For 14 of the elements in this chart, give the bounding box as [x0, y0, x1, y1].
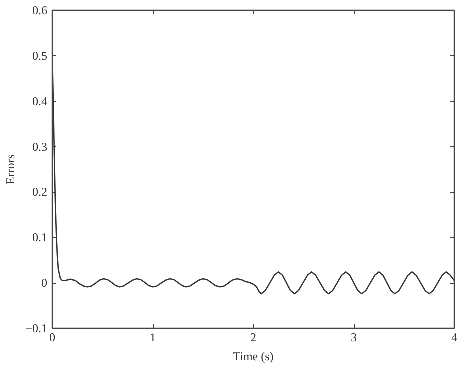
y-tick-label: 0.5 [32, 48, 48, 63]
x-axis-title: Time (s) [233, 350, 274, 364]
y-tick-label: 0.3 [32, 140, 48, 154]
y-tick-label: 0.6 [32, 4, 48, 18]
y-tick-label: −0.1 [26, 322, 48, 336]
x-tick-label: 1 [150, 330, 156, 344]
y-tick-label: 0.2 [32, 185, 48, 200]
y-tick-label: 0 [42, 276, 48, 290]
y-tick-label: 0.1 [32, 230, 48, 245]
x-tick-label: 3 [351, 330, 357, 344]
y-axis-title: Errors [4, 154, 18, 184]
x-tick-label: 2 [250, 330, 256, 344]
x-tick-label: 4 [452, 330, 458, 344]
y-tick-label: 0.4 [32, 94, 48, 108]
